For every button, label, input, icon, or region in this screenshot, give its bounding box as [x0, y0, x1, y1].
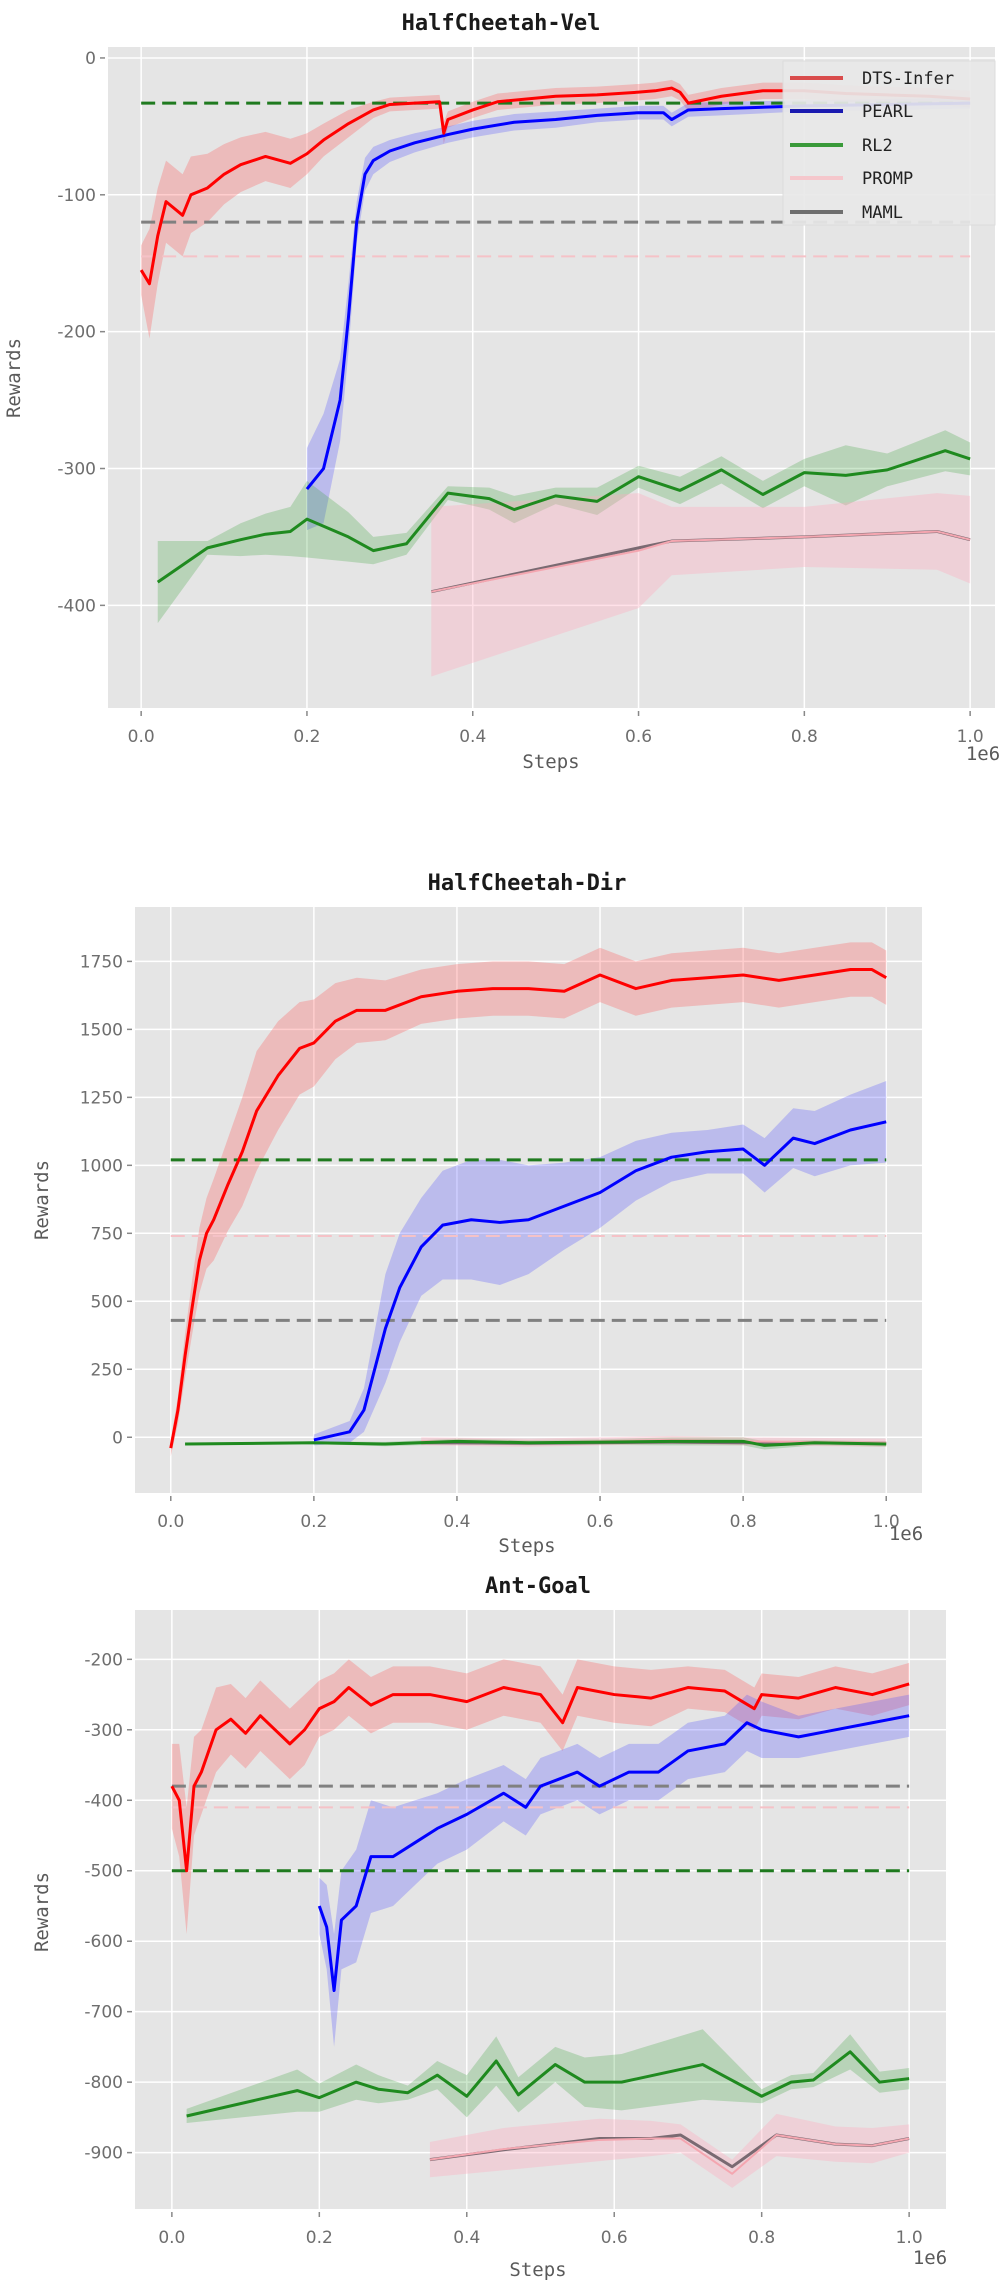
- y-tick-label: 1750: [80, 952, 123, 972]
- x-tick-label: 0.2: [293, 727, 320, 747]
- y-tick-label: -800: [84, 2073, 123, 2093]
- x-offset-label: 1e6: [966, 743, 1000, 765]
- confidence-band-promp: [429, 2113, 910, 2188]
- x-tick-label: 0.0: [158, 2228, 185, 2248]
- legend-label: DTS-Infer: [862, 69, 954, 89]
- plot-area: 0.0 0.2 0.4 0.6 0.8 1.0 0 250 500 750 1000 1250 1500…: [80, 907, 922, 1532]
- y-tick-label: -300: [57, 460, 96, 480]
- plot-area: 0.0 0.2 0.4 0.6 0.8 1.0 -200 -300 -400 -500 -600 -7…: [84, 1610, 946, 2248]
- legend-item-maml: MAML: [790, 203, 903, 223]
- y-axis-label: Rewards: [3, 338, 25, 418]
- series-line-promp: [431, 530, 971, 593]
- legend-label: RL2: [862, 136, 893, 156]
- x-tick-label: 0.4: [443, 1512, 470, 1532]
- y-tick-label: -600: [84, 1932, 123, 1952]
- y-tick-label: -200: [84, 1650, 123, 1670]
- plot-background: [135, 907, 922, 1493]
- x-offset-label: 1e6: [889, 1523, 923, 1545]
- y-tick-label: 1250: [80, 1088, 123, 1108]
- y-tick-label: 750: [91, 1224, 123, 1244]
- y-tick-label: -100: [57, 186, 96, 206]
- y-tick-label: -400: [57, 596, 96, 616]
- y-tick-label: -900: [84, 2144, 123, 2164]
- series-line-rl2: [186, 2050, 910, 2118]
- y-axis-label: Rewards: [31, 1872, 53, 1952]
- legend-label: MAML: [862, 203, 903, 223]
- confidence-band-pearl: [313, 1081, 887, 1446]
- legend-item-promp: PROMP: [790, 169, 913, 189]
- chart-title: HalfCheetah-Vel: [402, 11, 601, 36]
- series-line-dts-infer: [169, 968, 887, 1449]
- x-tick-label: 0.4: [453, 2228, 480, 2248]
- x-tick-label: 0.6: [625, 727, 652, 747]
- x-tick-label: 0.2: [300, 1512, 327, 1532]
- x-axis-label: Steps: [509, 2259, 566, 2281]
- x-axis-label: Steps: [522, 751, 579, 773]
- x-tick-label: 0.2: [306, 2228, 333, 2248]
- chart-ant-goal: Ant-Goal 0.0 0.2 0.4 0.6 0.8 1.0 -200 -300 -400 -…: [31, 1574, 947, 2281]
- series-line-rl2: [185, 1439, 887, 1447]
- y-axis-label: Rewards: [31, 1160, 53, 1240]
- y-tick-label: 500: [91, 1292, 123, 1312]
- legend-label: PROMP: [862, 169, 913, 189]
- x-axis-label: Steps: [498, 1535, 555, 1557]
- legend: DTS-Infer PEARL RL2 PROMP MAML: [782, 60, 996, 226]
- legend-item-pearl: PEARL: [790, 102, 913, 122]
- x-tick-label: 0.8: [748, 2228, 775, 2248]
- chart-halfcheetah-dir: HalfCheetah-Dir 0.0 0.2 0.4 0.6 0.8 1.0 0 250 50…: [31, 871, 923, 1557]
- confidence-band-rl2: [157, 430, 971, 624]
- x-tick-label: 0.6: [587, 1512, 614, 1532]
- series-line-pearl: [305, 101, 971, 490]
- y-tick-label: 0: [85, 49, 96, 69]
- x-tick-label: 0.0: [128, 727, 155, 747]
- y-tick-label: -500: [84, 1862, 123, 1882]
- y-tick-label: 0: [112, 1428, 123, 1448]
- y-tick-label: 1500: [80, 1020, 123, 1040]
- confidence-band-promp: [431, 493, 971, 677]
- chart-halfcheetah-vel: HalfCheetah-Vel 0.0 0.2 0.4 0.6 0.8 1.0 0 -100 -…: [3, 11, 1000, 773]
- chart-title: HalfCheetah-Dir: [428, 871, 627, 896]
- chart-title: Ant-Goal: [485, 1574, 591, 1599]
- y-tick-label: -300: [84, 1721, 123, 1741]
- series-line-rl2: [156, 449, 971, 584]
- legend-item-dts-infer: DTS-Infer: [790, 69, 954, 89]
- x-tick-label: 1.0: [896, 2228, 923, 2248]
- confidence-band-dts-infer: [170, 942, 887, 1457]
- y-tick-label: -700: [84, 2003, 123, 2023]
- x-tick-label: 0.0: [157, 1512, 184, 1532]
- y-tick-label: 250: [91, 1360, 123, 1380]
- y-tick-label: 1000: [80, 1156, 123, 1176]
- confidence-band-pearl: [319, 1694, 910, 2047]
- series-line-dts-infer: [170, 1682, 910, 1873]
- y-tick-label: -400: [84, 1791, 123, 1811]
- series-line-pearl: [313, 1120, 887, 1442]
- legend-label: PEARL: [862, 102, 913, 122]
- x-tick-label: 0.6: [601, 2228, 628, 2248]
- series-line-promp: [429, 2134, 910, 2175]
- x-tick-label: 0.8: [791, 727, 818, 747]
- plot-background: [135, 1610, 946, 2209]
- confidence-band-rl2: [186, 2029, 910, 2124]
- series-line-dts-infer: [139, 86, 971, 286]
- x-tick-label: 1.0: [873, 1512, 900, 1532]
- x-tick-label: 1.0: [957, 727, 984, 747]
- series-line-pearl: [317, 1714, 910, 1993]
- legend-item-rl2: RL2: [790, 136, 893, 156]
- y-tick-label: -200: [57, 323, 96, 343]
- x-offset-label: 1e6: [913, 2247, 947, 2269]
- x-tick-label: 0.8: [730, 1512, 757, 1532]
- x-tick-label: 0.4: [459, 727, 486, 747]
